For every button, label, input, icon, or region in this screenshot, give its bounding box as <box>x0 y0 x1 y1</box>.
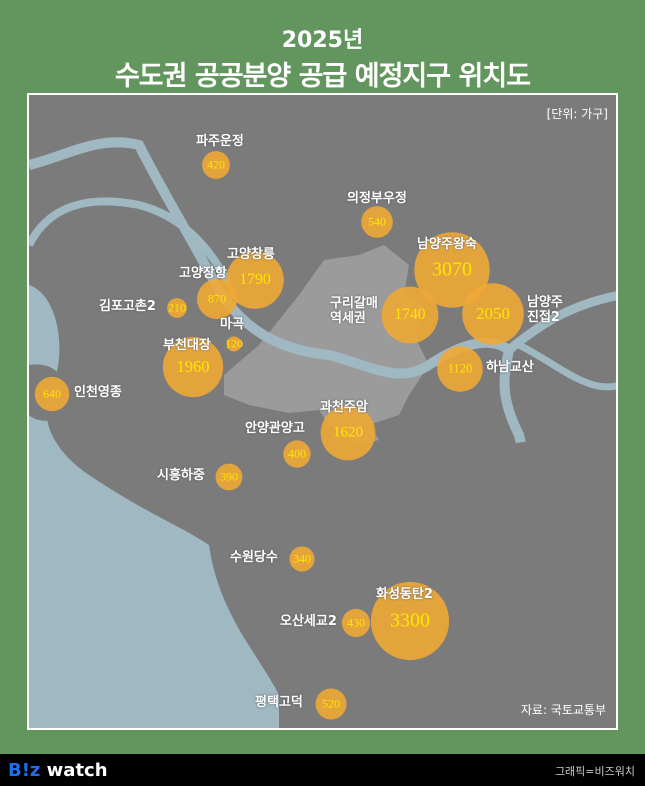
district-bubble <box>414 232 490 308</box>
map: 420 파주운정 540 의정부우정 3070 남양주왕숙 1790 고양창릉 870 고양장항 2… <box>27 93 618 730</box>
district-name: 남양주 진접2 <box>527 295 563 325</box>
district-name: 파주운정 <box>196 134 244 149</box>
west-sea <box>29 285 279 728</box>
district-value: 1740 <box>394 306 426 323</box>
district-name: 시흥하중 <box>157 468 205 483</box>
district-bubble <box>370 581 450 661</box>
district-value: 1620 <box>332 424 364 441</box>
district-value: 1790 <box>239 271 271 288</box>
seoul-area <box>224 245 429 425</box>
district-value: 540 <box>368 214 386 229</box>
district-value: 390 <box>220 469 238 484</box>
district-name: 과천주암 <box>320 400 368 415</box>
district-value: 1960 <box>176 357 210 376</box>
district-value: 3300 <box>390 609 430 632</box>
district-value: 210 <box>168 300 186 315</box>
district-bubble <box>341 608 371 638</box>
map-base <box>29 137 616 728</box>
imjin-river <box>29 197 233 287</box>
district-name: 하남교산 <box>486 360 534 375</box>
district-value: 420 <box>207 157 225 172</box>
district-value: 1120 <box>447 361 473 376</box>
district-bubble <box>162 336 224 398</box>
district-bubble <box>226 336 242 352</box>
district-bubble <box>167 298 187 318</box>
district-bubble <box>196 278 238 320</box>
district-bubble <box>215 463 243 491</box>
district-name: 구리갈매 역세권 <box>330 296 378 326</box>
district-value: 640 <box>43 386 61 401</box>
namhan-river <box>517 341 616 391</box>
incheon-coast <box>89 385 224 475</box>
district-name: 화성동탄2 <box>376 587 433 602</box>
district-name: 평택고덕 <box>255 695 303 710</box>
graphic-credit: 그래픽=비즈워치 <box>554 765 635 778</box>
district-name: 안양관양고 <box>245 421 305 436</box>
hwaseong-coast <box>219 425 616 728</box>
district-bubble <box>283 440 311 468</box>
district-bubble <box>462 283 524 345</box>
district-bubble <box>289 546 315 572</box>
district-bubble <box>361 206 393 238</box>
source-label: 자료: 국토교통부 <box>520 703 606 717</box>
district-value: 870 <box>208 291 226 306</box>
district-value: 2050 <box>476 304 510 323</box>
district-value: 340 <box>293 551 311 566</box>
bukhan-river <box>506 291 616 354</box>
district-value: 520 <box>322 696 340 711</box>
district-value: 120 <box>225 336 243 351</box>
district-name: 고양창릉 <box>227 247 275 262</box>
district-value: 3070 <box>432 258 472 281</box>
page-title: 수도권 공공분양 공급 예정지구 위치도 <box>114 61 531 92</box>
district-bubble <box>315 688 347 720</box>
district-bubble <box>381 286 439 344</box>
title-year: 2025년 <box>281 28 364 53</box>
district-name: 마곡 <box>220 317 244 332</box>
district-bubble <box>226 251 284 309</box>
unit-label: [단위: 가구] <box>546 107 608 121</box>
footer: B!z watch 그래픽=비즈워치 <box>0 754 645 786</box>
han-river <box>29 137 534 477</box>
district-name: 오산세교2 <box>280 614 337 629</box>
district-name: 수원당수 <box>230 550 278 565</box>
district-value: 400 <box>288 446 306 461</box>
district-name: 부천대장 <box>163 338 211 353</box>
district-name: 인천영종 <box>74 385 122 400</box>
district-name: 김포고촌2 <box>99 299 156 314</box>
district-value: 430 <box>347 615 365 630</box>
district-bubble <box>437 346 483 392</box>
district-name: 고양장항 <box>179 266 227 281</box>
district-name: 남양주왕숙 <box>417 237 477 252</box>
bizwatch-logo: B!z watch <box>8 760 108 781</box>
district-bubble <box>34 376 70 412</box>
district-bubble <box>320 405 376 461</box>
district-name: 의정부우정 <box>347 191 407 206</box>
district-bubble <box>202 151 230 179</box>
